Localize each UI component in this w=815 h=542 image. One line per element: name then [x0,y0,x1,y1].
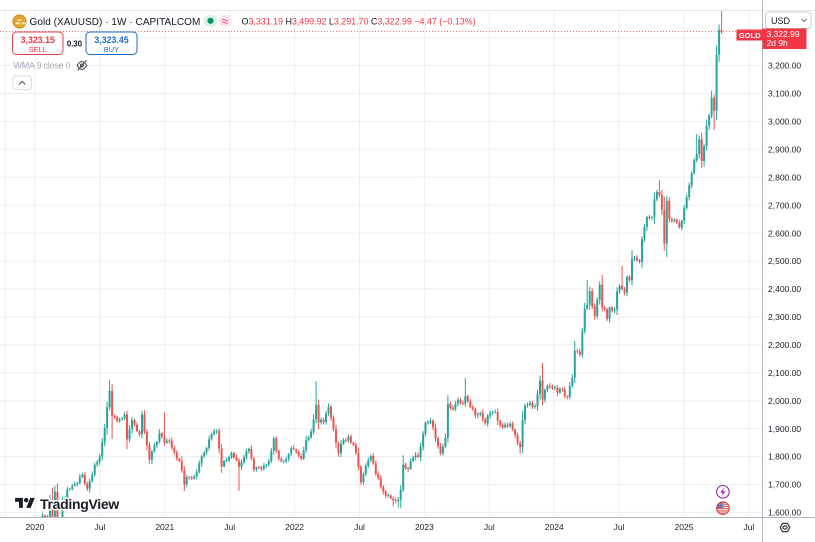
svg-text:USD: USD [771,16,791,26]
svg-text:1,900.00: 1,900.00 [768,424,801,434]
svg-text:3,323.15: 3,323.15 [21,35,55,45]
svg-text:1,600.00: 1,600.00 [768,508,801,518]
svg-text:2,000.00: 2,000.00 [768,396,801,406]
svg-text:Gold (XAUUSD) · 1W · CAPITALCO: Gold (XAUUSD) · 1W · CAPITALCOM [30,17,201,28]
svg-text:Jul: Jul [614,522,625,532]
svg-text:3,322.99: 3,322.99 [767,29,800,39]
svg-text:2d 9h: 2d 9h [767,38,789,48]
svg-text:3,100.00: 3,100.00 [768,89,801,99]
svg-text:Jul: Jul [743,522,754,532]
svg-text:Jul: Jul [94,522,105,532]
svg-text:TradingView: TradingView [40,496,119,512]
svg-text:TradingView: TradingView [40,496,119,512]
svg-text:2024: 2024 [545,522,564,532]
svg-text:3,323.45: 3,323.45 [94,35,128,45]
svg-text:2,300.00: 2,300.00 [768,312,801,322]
svg-text:2,800.00: 2,800.00 [768,172,801,182]
svg-text:1,700.00: 1,700.00 [768,480,801,490]
svg-text:2020: 2020 [26,522,45,532]
svg-text:2,500.00: 2,500.00 [768,256,801,266]
svg-text:3,000.00: 3,000.00 [768,117,801,127]
svg-text:2,600.00: 2,600.00 [768,228,801,238]
svg-text:3,200.00: 3,200.00 [768,61,801,71]
svg-text:WMA 9 close 0: WMA 9 close 0 [14,61,71,71]
svg-text:2,700.00: 2,700.00 [768,200,801,210]
svg-text:2022: 2022 [285,522,304,532]
svg-text:2,100.00: 2,100.00 [768,368,801,378]
svg-text:2,200.00: 2,200.00 [768,340,801,350]
svg-text:2,900.00: 2,900.00 [768,145,801,155]
svg-text:2,400.00: 2,400.00 [768,284,801,294]
svg-text:SELL: SELL [29,45,47,54]
svg-text:0.30: 0.30 [67,39,83,48]
svg-text:O3,331.19 H3,499.92 L3,291.70: O3,331.19 H3,499.92 L3,291.70 C3,322.99 … [242,17,476,27]
svg-text:Jul: Jul [224,522,235,532]
svg-text:2025: 2025 [675,522,694,532]
svg-text:GOLD: GOLD [739,31,761,40]
svg-text:BUY: BUY [104,45,119,54]
svg-text:Jul: Jul [484,522,495,532]
svg-text:1,800.00: 1,800.00 [768,452,801,462]
svg-text:2021: 2021 [155,522,174,532]
svg-text:Jul: Jul [354,522,365,532]
svg-text:2023: 2023 [415,522,434,532]
